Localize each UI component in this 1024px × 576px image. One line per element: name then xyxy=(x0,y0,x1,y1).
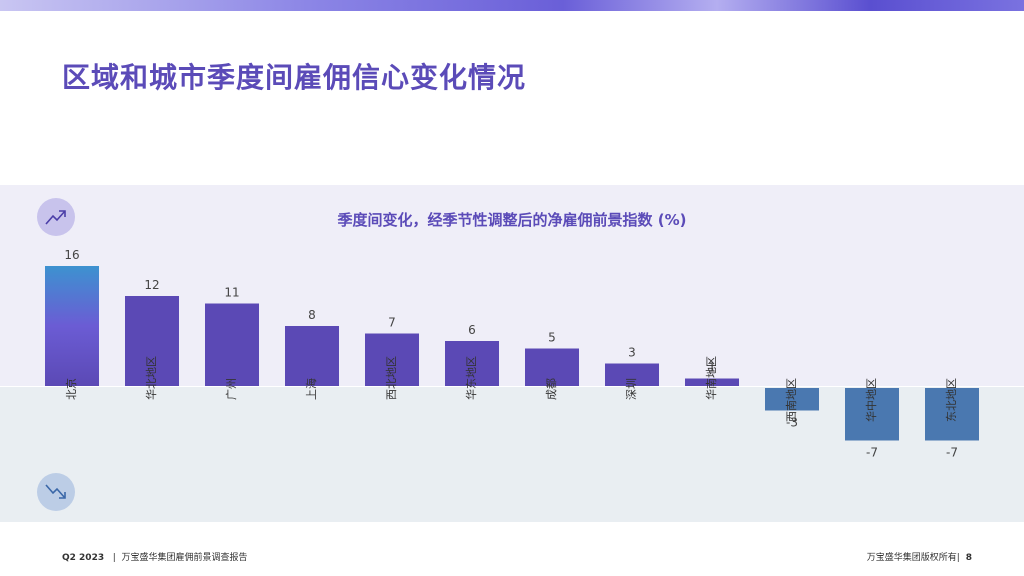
value-label: 5 xyxy=(548,331,556,345)
value-label: 16 xyxy=(64,248,79,262)
value-label: 8 xyxy=(308,308,316,322)
bar-华南地区 xyxy=(685,378,739,386)
bar-北京 xyxy=(45,266,99,386)
footer-right: 万宝盛华集团版权所有| 8 xyxy=(867,550,972,563)
bar-华东地区 xyxy=(445,341,499,386)
trend-up-icon xyxy=(37,198,75,236)
value-label: 3 xyxy=(628,346,636,360)
page-number: 8 xyxy=(965,553,972,563)
footer-left: Q2 2023 | 万宝盛华集团雇佣前景调查报告 xyxy=(62,550,248,563)
value-label: -7 xyxy=(866,446,878,460)
footer-report-name: 万宝盛华集团雇佣前景调查报告 xyxy=(121,553,248,563)
category-label: 西南地区 xyxy=(785,378,798,422)
bar-上海 xyxy=(285,326,339,386)
category-label: 成都 xyxy=(545,378,558,400)
value-label: -3 xyxy=(786,416,798,430)
category-label: 上海 xyxy=(304,378,318,400)
top-decorative-strip xyxy=(0,0,1024,11)
zero-baseline xyxy=(0,386,1024,387)
chart-title: 季度间变化，经季节性调整后的净雇佣前景指数 (%) xyxy=(337,211,687,229)
footer-separator: | xyxy=(112,553,116,563)
bar-成都 xyxy=(525,348,579,386)
bar-华北地区 xyxy=(125,296,179,386)
bar-深圳 xyxy=(605,363,659,386)
category-label: 东北地区 xyxy=(945,378,958,422)
category-label: 西北地区 xyxy=(385,356,398,400)
category-label: 北京 xyxy=(64,378,78,400)
trend-down-icon xyxy=(37,473,75,511)
bar-东北地区 xyxy=(925,388,979,441)
category-label: 华北地区 xyxy=(144,356,158,400)
value-label: 6 xyxy=(468,323,476,337)
bar-西南地区 xyxy=(765,388,819,411)
value-label: 1 xyxy=(708,361,716,375)
footer-copyright: 万宝盛华集团版权所有| xyxy=(866,553,960,563)
bar-广州 xyxy=(205,303,259,386)
bar-西北地区 xyxy=(365,333,419,386)
category-label: 华中地区 xyxy=(864,378,878,422)
page-title: 区域和城市季度间雇佣信心变化情况 xyxy=(62,61,527,94)
bar-华中地区 xyxy=(845,388,899,441)
footer-quarter: Q2 2023 xyxy=(62,553,105,563)
category-label: 华南地区 xyxy=(704,356,718,400)
category-label: 广州 xyxy=(225,378,238,400)
value-label: 7 xyxy=(388,316,396,330)
category-label: 华东地区 xyxy=(464,356,478,400)
value-label: 11 xyxy=(224,286,239,300)
value-label: -7 xyxy=(946,446,958,460)
value-label: 12 xyxy=(144,278,159,292)
category-label: 深圳 xyxy=(625,378,638,400)
